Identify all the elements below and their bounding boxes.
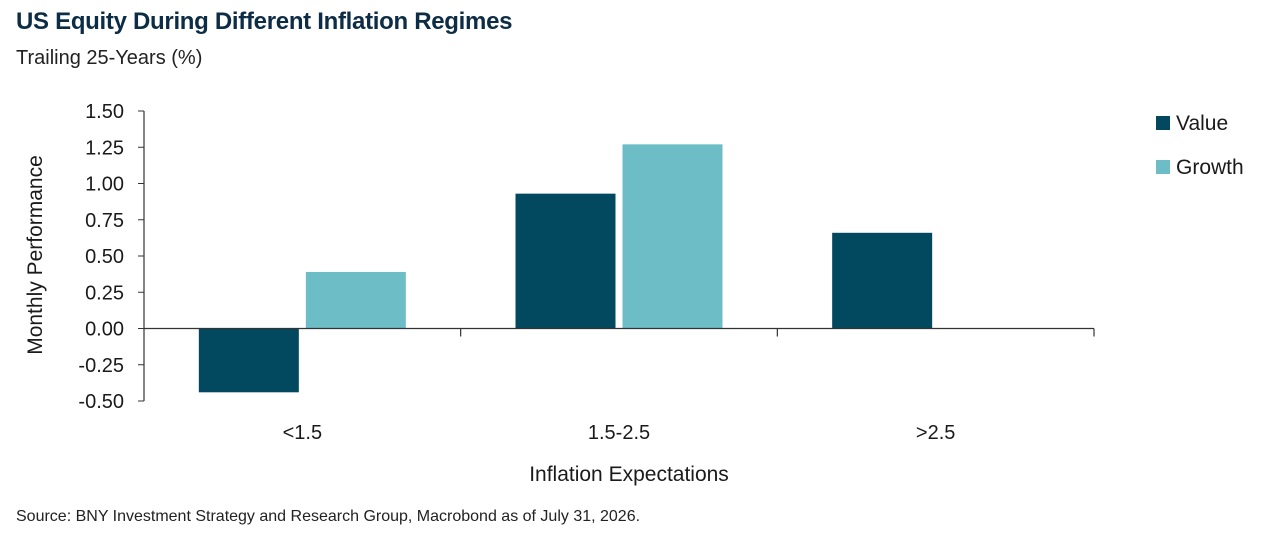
y-tick-label: 0.50 [85, 246, 124, 268]
x-tick-label: <1.5 [283, 422, 322, 444]
x-tick-label: 1.5-2.5 [588, 422, 650, 444]
y-tick-label: 1.50 [85, 101, 124, 123]
legend-label-value: Value [1176, 112, 1228, 135]
y-axis-title: Monthly Performance [24, 155, 47, 355]
chart-subtitle: Trailing 25-Years (%) [16, 47, 203, 69]
chart-title: US Equity During Different Inflation Reg… [16, 8, 513, 35]
x-tick-label: >2.5 [916, 422, 955, 444]
y-tick-label: 0.25 [85, 282, 124, 304]
y-tick-label: -0.50 [78, 391, 124, 413]
bar-growth-0 [305, 271, 406, 329]
y-tick-label: -0.25 [78, 355, 124, 377]
y-tick-label: 1.25 [85, 137, 124, 159]
y-tick-label: 1.00 [85, 174, 124, 196]
y-axis-ticks: 1.50 1.25 1.00 0.75 0.50 0.25 0.00 -0.25 -0.50 [78, 101, 144, 413]
legend-label-growth: Growth [1176, 156, 1244, 179]
y-tick-label: 0.00 [85, 319, 124, 341]
bar-series [198, 144, 933, 393]
x-axis-ticks: <1.5 1.5-2.5 >2.5 [283, 422, 956, 444]
bar-value-2 [832, 232, 933, 329]
legend-swatch-value [1156, 116, 1170, 130]
legend-swatch-growth [1156, 160, 1170, 174]
y-tick-label: 0.75 [85, 210, 124, 232]
bar-growth-1 [622, 144, 723, 329]
legend: Value Growth [1156, 112, 1244, 179]
x-axis-title: Inflation Expectations [529, 463, 729, 486]
axes [143, 111, 1095, 401]
bar-value-0 [198, 328, 299, 393]
source-note: Source: BNY Investment Strategy and Rese… [16, 508, 641, 525]
bar-value-1 [515, 193, 616, 329]
